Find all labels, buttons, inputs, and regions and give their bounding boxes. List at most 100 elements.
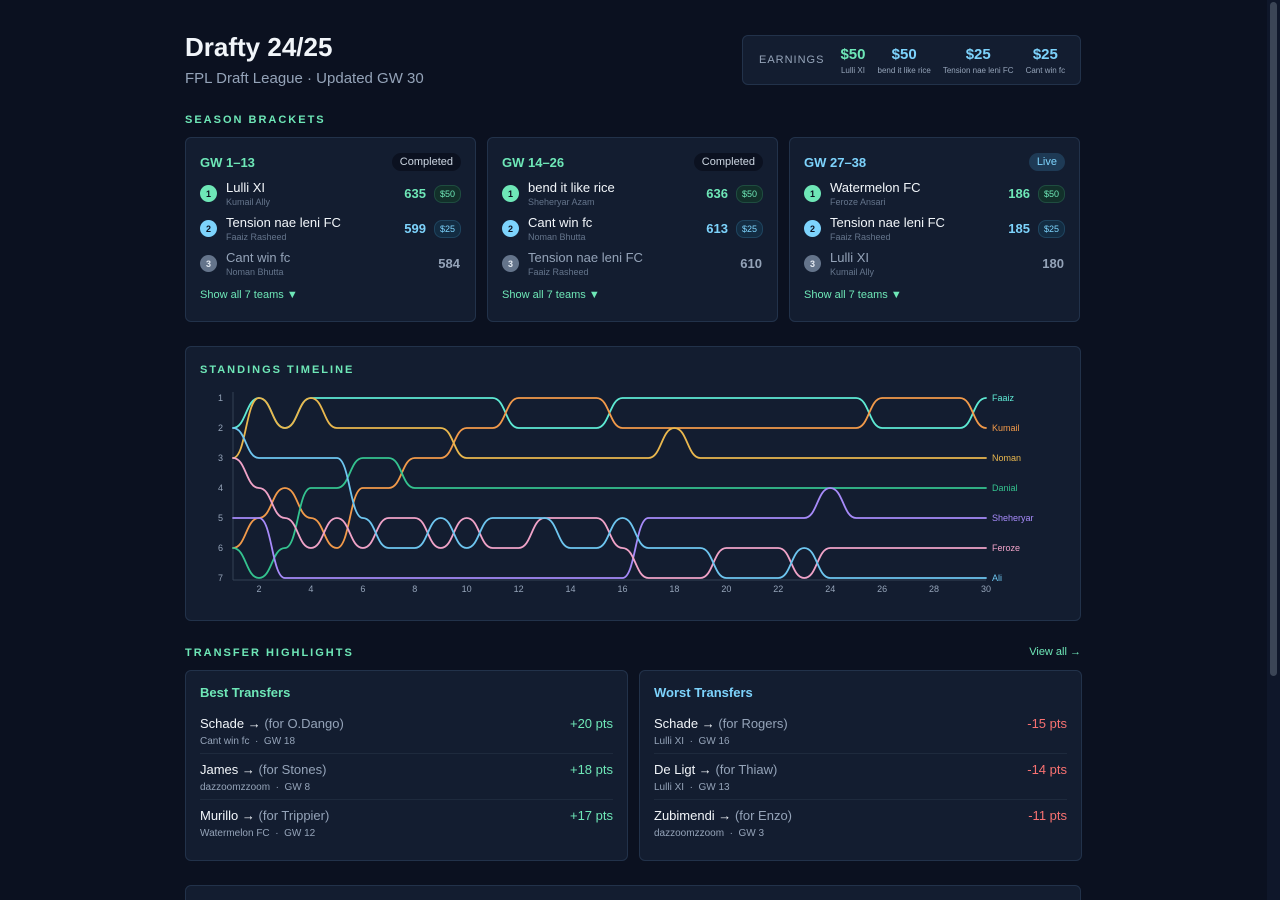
team-name: Watermelon FC	[830, 180, 921, 195]
transfer-gw: GW 8	[284, 782, 311, 793]
earnings-team: Lulli XI	[840, 65, 865, 75]
show-all-teams-button[interactable]: Show all 7 teams ▼	[502, 289, 600, 301]
view-all-link[interactable]: View all →	[1029, 646, 1081, 658]
transfer-player: Zubimendi →	[654, 808, 732, 823]
bracket-rank-row[interactable]: 3 Lulli XI Kumail Ally 180	[804, 246, 1065, 281]
transfer-player: De Ligt →	[654, 762, 712, 777]
y-tick-label: 3	[218, 453, 223, 463]
status-badge: Completed	[391, 153, 461, 171]
bracket-rank-row[interactable]: 3 Tension nae leni FC Faaiz Rasheed 610	[502, 246, 763, 281]
team-score: 636	[706, 186, 728, 201]
team-name: Tension nae leni FC	[528, 250, 643, 265]
x-tick-label: 22	[773, 584, 783, 594]
status-badge: Live	[1028, 153, 1065, 171]
y-tick-label: 7	[218, 573, 223, 583]
series-label-ali: Ali	[992, 573, 1002, 583]
team-score: 610	[740, 256, 762, 271]
x-tick-label: 14	[566, 584, 576, 594]
rank-badge: 1	[804, 185, 821, 202]
bracket-rank-row[interactable]: 2 Tension nae leni FC Faaiz Rasheed 185 …	[804, 211, 1065, 246]
transfer-team: dazzoomzzoom	[200, 782, 271, 793]
scrollbar-thumb[interactable]	[1270, 2, 1277, 676]
transfer-points: +17 pts	[569, 808, 613, 823]
y-tick-label: 6	[218, 543, 223, 553]
earnings-team: Cant win fc	[1025, 65, 1066, 75]
team-name: Lulli XI	[830, 250, 870, 265]
transfer-gw: GW 16	[698, 736, 730, 747]
team-manager: Faaiz Rasheed	[226, 232, 287, 242]
series-label-sheheryar: Sheheryar	[992, 513, 1034, 523]
page-scrollbar[interactable]	[1267, 0, 1280, 900]
x-tick-label: 18	[669, 584, 679, 594]
bracket-rank-row[interactable]: 2 Cant win fc Noman Bhutta 613 $25	[502, 211, 763, 246]
transfer-row[interactable]: Zubimendi → (for Enzo) dazzoomzzoom · GW…	[654, 800, 1067, 846]
earnings-amount: $25	[965, 45, 991, 63]
team-score: 599	[404, 221, 426, 236]
transfers-section-title: TRANSFER HIGHLIGHTS	[185, 647, 354, 659]
page-header: Drafty 24/25 FPL Draft League · Updated …	[185, 0, 1081, 110]
transfer-row[interactable]: James → (for Stones) dazzoomzzoom · GW 8…	[200, 754, 613, 800]
earnings-team: bend it like rice	[877, 65, 931, 75]
x-tick-label: 12	[514, 584, 524, 594]
bracket-card: GW 27–38 Live 1 Watermelon FC Feroze Ans…	[789, 137, 1080, 322]
transfer-for: (for O.Dango)	[264, 716, 344, 731]
bracket-card: GW 1–13 Completed 1 Lulli XI Kumail Ally…	[185, 137, 476, 322]
transfer-row[interactable]: Schade → (for O.Dango) Cant win fc · GW …	[200, 708, 613, 754]
earnings-amount: $25	[1032, 45, 1058, 63]
transfer-points: +20 pts	[569, 716, 613, 731]
team-score: 180	[1042, 256, 1064, 271]
x-tick-label: 24	[825, 584, 835, 594]
transfer-points: -11 pts	[1028, 808, 1067, 823]
dashboard-page: Drafty 24/25 FPL Draft League · Updated …	[185, 0, 1082, 900]
transfer-points: -15 pts	[1027, 716, 1067, 731]
rank-badge: 3	[804, 255, 821, 272]
transfer-row[interactable]: De Ligt → (for Thiaw) Lulli XI · GW 13 -…	[654, 754, 1067, 800]
x-tick-label: 16	[617, 584, 627, 594]
series-label-kumail: Kumail	[992, 423, 1020, 433]
transfer-team: Lulli XI	[654, 782, 685, 793]
bracket-rank-row[interactable]: 2 Tension nae leni FC Faaiz Rasheed 599 …	[200, 211, 461, 246]
bracket-rank-row[interactable]: 1 Watermelon FC Feroze Ansari 186 $50	[804, 176, 1065, 211]
transfer-gw: GW 3	[738, 828, 765, 839]
transfer-gw: GW 12	[284, 828, 316, 839]
series-line-noman	[232, 397, 987, 459]
rank-badge: 3	[200, 255, 217, 272]
earnings-label: EARNINGS	[759, 54, 825, 66]
show-all-teams-button[interactable]: Show all 7 teams ▼	[200, 289, 298, 301]
worst-transfers-card: Worst Transfers Schade → (for Rogers) Lu…	[639, 670, 1082, 861]
transfer-points: -14 pts	[1027, 762, 1067, 777]
earnings-item: $50 bend it like rice	[878, 46, 931, 75]
series-line-kumail	[232, 397, 987, 549]
team-manager: Kumail Ally	[226, 197, 271, 207]
page-subtitle: FPL Draft League · Updated GW 30	[185, 70, 424, 87]
earnings-amount: $50	[891, 45, 917, 63]
transfer-row[interactable]: Schade → (for Rogers) Lulli XI · GW 16 -…	[654, 708, 1067, 754]
team-manager: Feroze Ansari	[830, 197, 886, 207]
rank-badge: 2	[502, 220, 519, 237]
transfer-for: (for Enzo)	[734, 808, 793, 823]
bracket-name: GW 1–13	[200, 154, 255, 170]
transfer-team: Watermelon FC	[200, 828, 270, 839]
bracket-card: GW 14–26 Completed 1 bend it like rice S…	[487, 137, 778, 322]
rank-badge: 3	[502, 255, 519, 272]
bracket-name: GW 14–26	[502, 154, 565, 170]
bracket-rank-row[interactable]: 1 Lulli XI Kumail Ally 635 $50	[200, 176, 461, 211]
series-label-noman: Noman	[992, 453, 1021, 463]
bracket-rank-row[interactable]: 3 Cant win fc Noman Bhutta 584	[200, 246, 461, 281]
bracket-rank-row[interactable]: 1 bend it like rice Sheheryar Azam 636 $…	[502, 176, 763, 211]
prize-badge: $50	[735, 184, 763, 203]
show-all-teams-button[interactable]: Show all 7 teams ▼	[804, 289, 902, 301]
rank-badge: 2	[804, 220, 821, 237]
transfer-row[interactable]: Murillo → (for Trippier) Watermelon FC ·…	[200, 800, 613, 846]
earnings-amount: $50	[840, 45, 866, 63]
series-line-ali	[232, 427, 987, 579]
prize-badge: $25	[735, 219, 763, 238]
series-line-sheheryar	[232, 487, 987, 579]
team-name: Cant win fc	[528, 215, 593, 230]
transfer-player: Schade →	[654, 716, 715, 731]
earnings-item: $50 Lulli XI	[840, 46, 865, 75]
series-label-faaiz: Faaiz	[992, 393, 1015, 403]
bracket-name: GW 27–38	[804, 154, 867, 170]
transfer-for: (for Rogers)	[718, 716, 788, 731]
y-tick-label: 5	[218, 513, 223, 523]
